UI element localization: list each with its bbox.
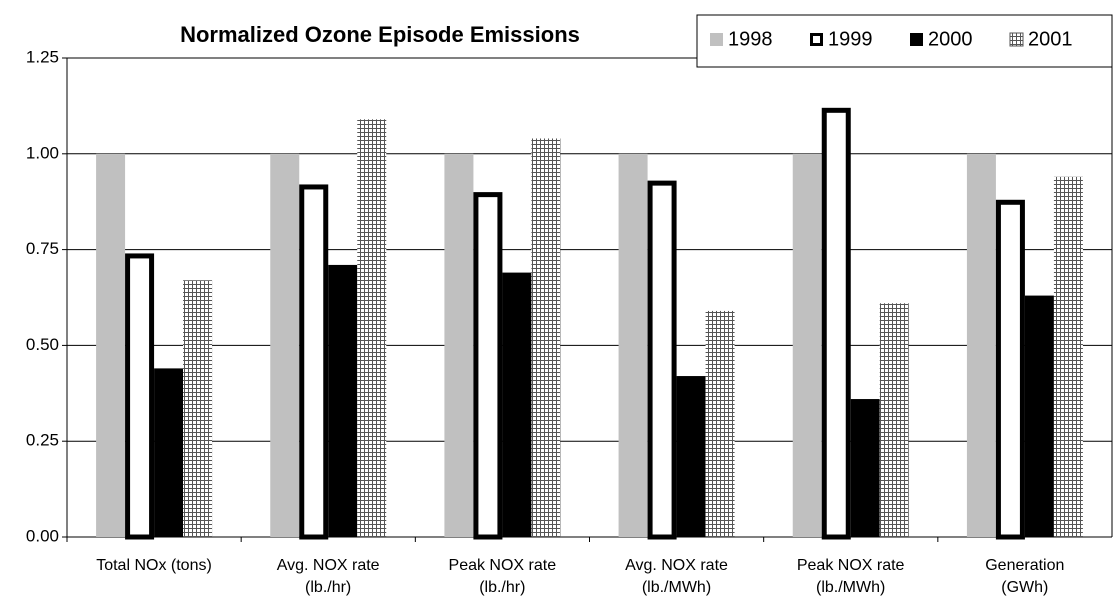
bar [357,119,387,537]
bar [502,272,532,537]
bar [821,107,851,540]
legend-swatch [710,33,723,46]
x-tick-label: Peak NOX rate (lb./hr) [448,557,557,596]
y-tick-label: 0.25 [26,431,59,450]
bar [154,368,184,537]
bar [1024,295,1054,537]
legend-label: 2001 [1028,28,1073,50]
x-tick-label: Peak NOX rate (lb./MWh) [796,557,905,596]
bar [995,199,1025,540]
bar [531,138,561,538]
legend-swatch [810,33,823,46]
bar [705,310,735,537]
legend-label: 2000 [928,28,973,50]
bar [676,376,706,537]
bar [850,399,880,537]
y-tick-label: 1.00 [26,143,59,162]
bar [270,153,300,538]
bar [299,184,329,540]
legend-box [696,14,1113,68]
legend-swatch [1009,32,1024,47]
x-tick-label: Avg. NOX rate (lb./hr) [276,557,380,596]
bar [125,253,155,540]
legend-label: 1999 [828,28,873,50]
x-tick-label: Avg. NOX rate (lb./MWh) [625,557,728,596]
bar [966,153,996,538]
legend-swatch [910,33,923,46]
x-tick-label: Generation (GWh) [985,557,1065,596]
y-tick-label: 0.50 [26,335,59,354]
bar [792,153,822,538]
x-tick-label: Total NOx (tons) [96,557,212,574]
y-tick-label: 1.25 [26,47,59,66]
bar [473,192,503,540]
bar [328,264,358,537]
bar [183,280,213,537]
bar [879,303,909,537]
y-tick-label: 0.00 [26,526,59,545]
bar [1053,176,1083,538]
y-tick-label: 0.75 [26,239,59,258]
bar [444,153,474,538]
bar [647,180,677,540]
chart-title: Normalized Ozone Episode Emissions [180,22,580,47]
bar [96,153,126,538]
legend-label: 1998 [728,28,773,50]
bar [618,153,648,538]
